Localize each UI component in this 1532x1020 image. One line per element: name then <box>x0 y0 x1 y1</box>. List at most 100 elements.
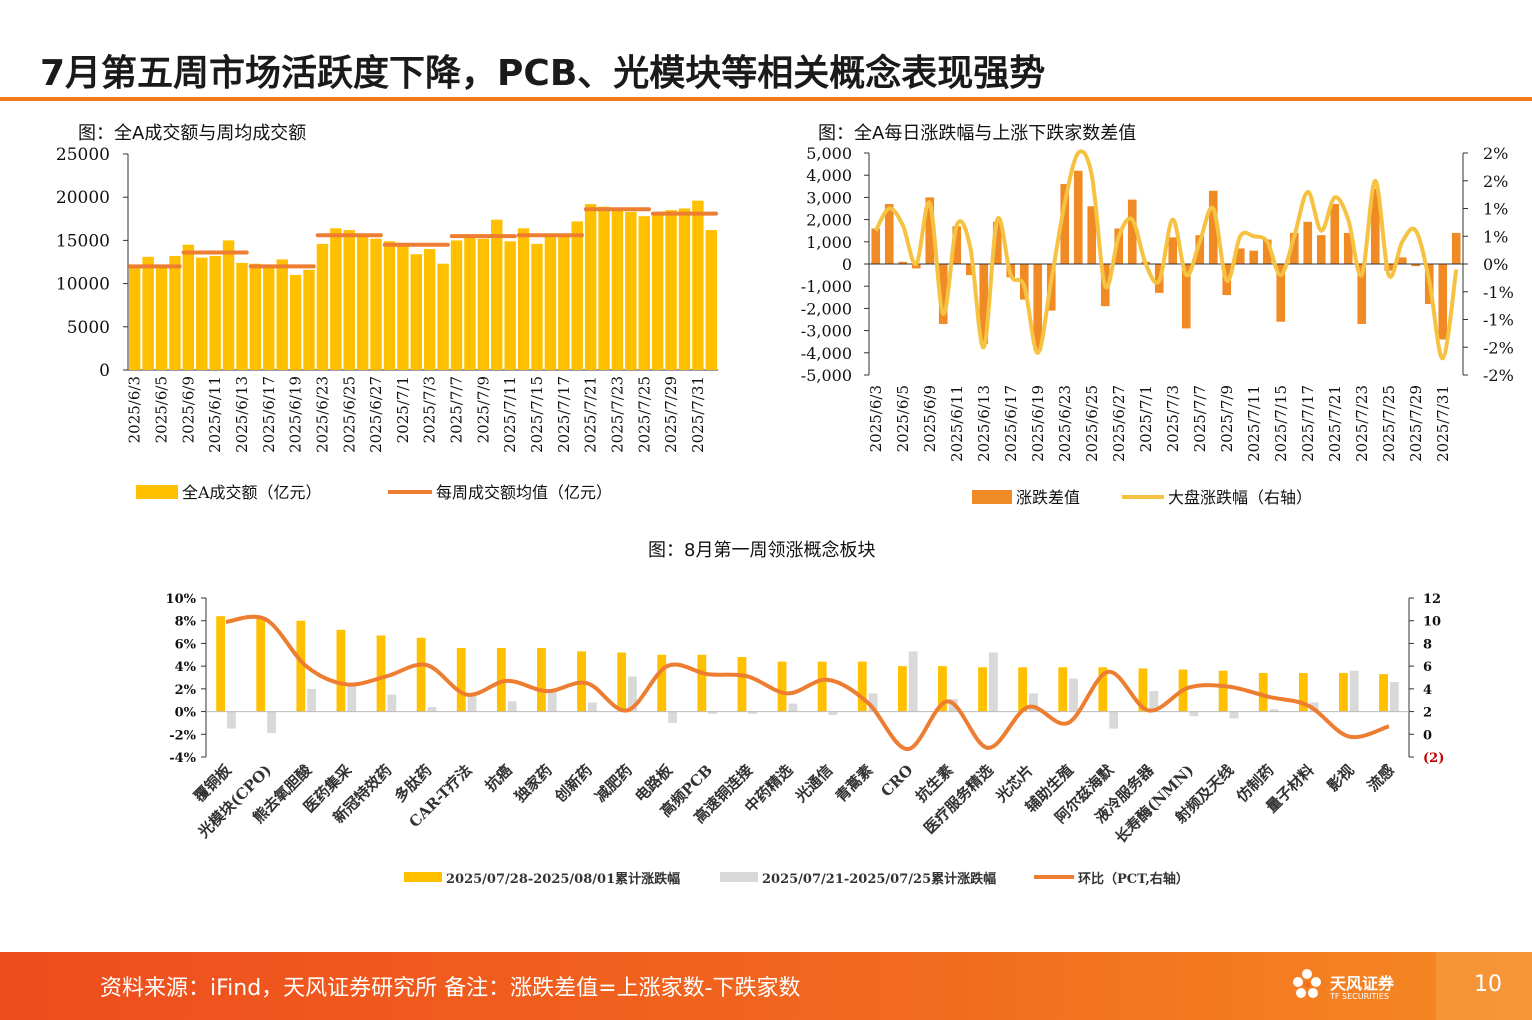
turnover-bar <box>504 241 516 370</box>
current-week-bar <box>617 652 627 712</box>
x-tick-label: 2025/6/3 <box>867 385 885 452</box>
y-tick-label-right: -2% <box>1483 338 1514 357</box>
turnover-bar <box>517 228 530 370</box>
x-tick-label: 2025/7/29 <box>1407 385 1425 462</box>
breadth-bar <box>1127 199 1137 264</box>
y-tick-label-right: 0 <box>1423 728 1432 743</box>
y-tick-label: 10000 <box>56 275 110 295</box>
turnover-bar <box>491 219 503 370</box>
prior-week-bar <box>908 651 918 712</box>
page-number-box <box>1436 952 1532 1020</box>
y-tick-label-left: 5,000 <box>806 144 852 163</box>
y-tick-label-left: -3,000 <box>801 322 852 341</box>
x-tick-label: 影视 <box>1324 761 1358 795</box>
current-week-bar <box>777 661 787 712</box>
turnover-bar <box>544 233 557 370</box>
y-tick-label-left: 0% <box>175 706 197 721</box>
turnover-bar <box>142 256 154 370</box>
market-change-line <box>873 149 1459 361</box>
y-tick-label-right: 1% <box>1483 200 1508 219</box>
y-tick-label-left: -4,000 <box>801 344 852 363</box>
breadth-bar <box>1033 264 1043 351</box>
turnover-bar <box>356 233 369 370</box>
breadth-bar <box>1316 235 1326 264</box>
chart1-title: 图：全A成交额与周均成交额 <box>78 123 307 144</box>
legend-label-weekly: 每周成交额均值（亿元） <box>436 483 612 502</box>
turnover-bar <box>665 210 677 370</box>
breadth-bar <box>1451 232 1461 264</box>
turnover-bar <box>584 204 597 370</box>
prior-week-bar <box>1109 711 1119 729</box>
y-tick-label-left: -4% <box>169 751 196 766</box>
breadth-bar <box>925 197 935 264</box>
chart3-title: 图：8月第一周领涨概念板块 <box>648 540 876 561</box>
current-week-bar <box>737 657 747 712</box>
legend-label-pct: 环比（PCT,右轴） <box>1078 871 1189 887</box>
turnover-bar <box>625 211 637 370</box>
turnover-bar <box>289 274 302 370</box>
current-week-bar <box>256 617 266 712</box>
breadth-bar <box>965 264 975 276</box>
y-tick-label-left: 6% <box>175 637 197 652</box>
x-tick-label: 2025/7/25 <box>635 376 653 453</box>
y-tick-label-left: -1,000 <box>801 277 852 296</box>
turnover-bar <box>316 243 329 370</box>
x-tick-label: 2025/7/7 <box>448 376 466 443</box>
prior-week-bar <box>387 694 397 712</box>
x-tick-label: 2025/7/21 <box>1326 385 1344 462</box>
x-tick-label: 2025/7/21 <box>582 376 600 453</box>
pct-change-line <box>225 614 1390 752</box>
prior-week-bar <box>628 676 637 712</box>
footer-source-note: 资料来源：iFind，天风证券研究所 备注：涨跌差值=上涨家数-下跌家数 <box>100 976 801 1001</box>
y-tick-label-right: 10 <box>1423 615 1441 630</box>
breadth-bar <box>1289 232 1299 264</box>
page-title: 7月第五周市场活跃度下降，PCB、光模块等相关概念表现强势 <box>40 53 1046 94</box>
current-week-bar <box>1379 674 1388 712</box>
y-tick-label: 25000 <box>56 145 110 165</box>
current-week-bar <box>456 647 466 712</box>
turnover-bar <box>343 230 355 370</box>
y-tick-label: 20000 <box>56 188 110 208</box>
breadth-bar <box>1195 235 1205 264</box>
current-week-bar <box>336 629 346 712</box>
x-tick-label: 2025/6/13 <box>233 376 251 453</box>
turnover-bar <box>397 245 409 370</box>
logo-name: 天风证券 <box>1330 974 1395 993</box>
breadth-bar <box>884 204 894 264</box>
current-week-bar <box>938 666 947 712</box>
turnover-bar <box>383 241 396 370</box>
current-week-bar <box>296 620 306 712</box>
breadth-bar <box>1303 221 1313 264</box>
breadth-bar <box>1235 248 1245 264</box>
current-week-bar <box>1339 672 1348 712</box>
turnover-bar <box>209 255 221 370</box>
turnover-bar <box>638 216 650 370</box>
breadth-bar <box>911 264 921 269</box>
breadth-bar <box>1249 250 1259 264</box>
prior-week-bar <box>1029 693 1038 712</box>
turnover-bar <box>531 243 543 370</box>
x-tick-label: 2025/6/27 <box>367 376 385 453</box>
y-tick-label-right: -1% <box>1483 283 1514 302</box>
prior-week-bar <box>1269 709 1279 712</box>
breadth-bar <box>1357 264 1367 324</box>
y-tick-label-right: -1% <box>1483 311 1514 330</box>
turnover-bar <box>263 265 275 370</box>
x-tick-label: 2025/6/19 <box>1029 385 1047 462</box>
breadth-bar <box>952 226 962 264</box>
y-tick-label-right: 2% <box>1483 172 1508 191</box>
turnover-bar <box>303 269 315 370</box>
current-week-bar <box>1018 667 1028 712</box>
prior-week-bar <box>1069 678 1078 712</box>
y-tick-label-right: 4 <box>1423 683 1432 698</box>
x-tick-label: 2025/7/25 <box>1380 385 1398 462</box>
x-tick-label: 2025/6/25 <box>340 376 358 453</box>
breadth-bar <box>871 228 881 264</box>
breadth-bar <box>1262 239 1272 264</box>
turnover-bar <box>249 263 262 370</box>
x-tick-label: CRO <box>877 761 916 800</box>
x-tick-label: 2025/6/17 <box>1002 385 1020 462</box>
x-tick-label: 2025/7/3 <box>1164 385 1182 452</box>
prior-week-bar <box>267 711 276 734</box>
